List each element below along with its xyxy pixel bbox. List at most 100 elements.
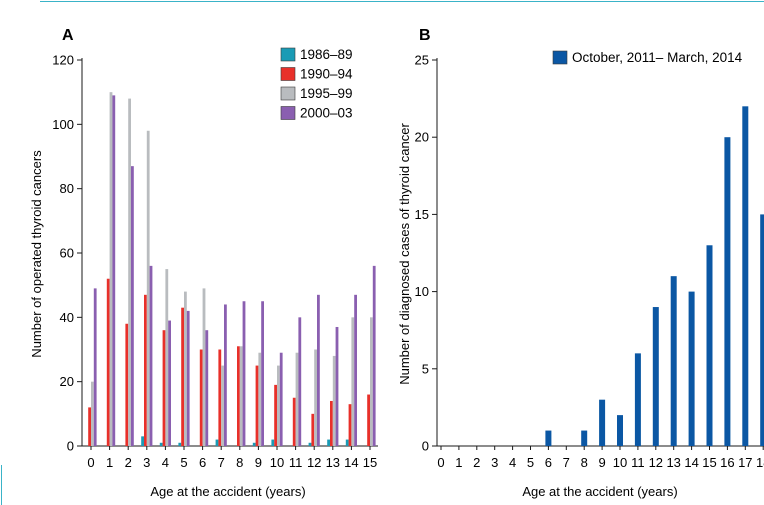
panel-a-y-tick-label: 60 xyxy=(60,246,74,261)
panel-a-bar xyxy=(125,323,129,446)
panel-a-bar xyxy=(370,317,373,446)
panel-b-bar xyxy=(706,245,713,446)
panel-a: A Number of operated thyroid cancers Age… xyxy=(29,27,378,499)
panel-a-y-tick-label: 40 xyxy=(60,310,74,325)
panel-b-bar xyxy=(617,415,623,446)
panel-a-bar xyxy=(165,269,169,446)
panel-a-x-tick-label: 8 xyxy=(236,455,243,470)
panel-a-bars xyxy=(88,92,376,447)
panel-b-legend-label: October, 2011– March, 2014 xyxy=(572,50,743,65)
panel-a-bar xyxy=(308,442,312,446)
panel-b-ylabel: Number of diagnosed cases of thyroid can… xyxy=(397,123,412,385)
panel-b-bar xyxy=(670,276,677,446)
panel-a-bar xyxy=(202,288,206,446)
panel-a-y-tick-label: 120 xyxy=(52,53,74,68)
panel-a-bar xyxy=(271,439,275,446)
panel-a-legend: 1986–89 1990–94 1995–99 2000–03 xyxy=(280,47,353,121)
panel-a-bar xyxy=(205,330,209,446)
panel-a-bar xyxy=(162,330,166,446)
panel-a-bar xyxy=(351,317,355,446)
panel-b-x-tick-label: 7 xyxy=(563,455,570,470)
panel-a-bar xyxy=(317,294,320,446)
panel-b-x-tick-label: 9 xyxy=(598,455,605,470)
panel-a-x-tick-label: 1 xyxy=(106,455,113,470)
panel-b-y-tick-label: 15 xyxy=(415,207,429,222)
panel-b-x-tick-label: 6 xyxy=(545,455,552,470)
panel-a-legend-swatch xyxy=(280,47,296,62)
panel-a-bar xyxy=(218,349,222,446)
panel-b-x-tick-label: 5 xyxy=(527,455,534,470)
panel-a-bar xyxy=(255,365,259,446)
panel-a-bar xyxy=(345,439,349,446)
panel-a-bar xyxy=(292,397,296,446)
panel-a-bar xyxy=(109,92,113,447)
panel-a-x-tick-label: 2 xyxy=(125,455,132,470)
panel-b-x-tick-label: 12 xyxy=(649,455,663,470)
panel-a-bar xyxy=(88,407,91,446)
panel-b-bar xyxy=(760,214,764,446)
panel-a-bar xyxy=(184,291,187,446)
panel-a-legend-swatch xyxy=(280,86,296,101)
panel-a-bar xyxy=(199,349,203,446)
panel-a-bar xyxy=(277,365,280,446)
panel-b-x-tick-label: 13 xyxy=(666,455,680,470)
panel-a-x-tick-label: 13 xyxy=(326,455,340,470)
panel-a-bar xyxy=(295,352,299,446)
panel-b-x-tick-label: 16 xyxy=(720,455,734,470)
panel-a-x-tick-label: 3 xyxy=(143,455,150,470)
panel-b-y-tick-label: 5 xyxy=(422,361,429,376)
panel-b-y-tick-label: 0 xyxy=(422,439,429,454)
panel-a-bar xyxy=(372,265,376,446)
panel-a-y-tick-label: 20 xyxy=(60,374,74,389)
panel-a-bar xyxy=(354,294,357,446)
panel-b-x-tick-label: 17 xyxy=(738,455,752,470)
panel-b-x-tick-label: 18 xyxy=(756,455,764,470)
panel-b-label: B xyxy=(419,27,431,44)
panel-a-bar xyxy=(141,436,144,446)
panel-a-bar xyxy=(168,320,171,446)
panel-a-bar xyxy=(186,310,190,446)
panel-a-bar xyxy=(258,352,262,446)
panel-a-bar xyxy=(181,307,184,446)
panel-a-bar xyxy=(367,394,370,446)
panel-a-bar xyxy=(112,95,116,446)
panel-b-y-tick-label: 25 xyxy=(415,53,429,68)
panel-b-bar xyxy=(599,399,606,446)
panel-b-x-tick-label: 14 xyxy=(684,455,698,470)
panel-a-x-tick-label: 6 xyxy=(199,455,206,470)
panel-b-bar xyxy=(634,353,641,446)
panel-a-bar xyxy=(330,400,333,446)
panel-b-bar xyxy=(742,106,749,446)
panel-a-x-tick-label: 4 xyxy=(162,455,169,470)
panel-a-legend-swatch xyxy=(280,67,296,81)
panel-a-x-tick-label: 5 xyxy=(180,455,187,470)
panel-a-bar xyxy=(252,442,256,446)
panel-a-bar xyxy=(144,294,147,446)
panel-a-legend-label: 1995–99 xyxy=(300,86,353,101)
panel-b-bar xyxy=(724,137,731,446)
panel-a-bar xyxy=(327,439,330,446)
panel-b-axes: 05101520250123456789101112131415161718 xyxy=(415,53,764,470)
panel-a-bar xyxy=(261,301,264,446)
panel-a-legend-swatch xyxy=(280,106,296,120)
panel-b-x-tick-label: 0 xyxy=(437,455,444,470)
panel-a-bar xyxy=(237,346,240,446)
panel-a-bar xyxy=(215,439,219,446)
panel-a-bar xyxy=(239,346,243,446)
panel-a-y-tick-label: 0 xyxy=(67,439,74,454)
panel-b-legend: October, 2011– March, 2014 xyxy=(552,50,743,65)
panel-a-legend-label: 1986–89 xyxy=(300,47,353,62)
panel-a-bar xyxy=(311,413,315,446)
panel-a-bar xyxy=(224,304,227,446)
panel-b-x-tick-label: 3 xyxy=(491,455,498,470)
panel-a-xlabel: Age at the accident (years) xyxy=(150,484,305,499)
panel-b-xlabel: Age at the accident (years) xyxy=(522,484,677,499)
panel-b-bars xyxy=(545,106,764,446)
panel-a-bar xyxy=(335,326,339,446)
panel-a-bar xyxy=(298,317,302,446)
panel-a-bar xyxy=(348,404,352,446)
panel-b-y-tick-label: 20 xyxy=(415,130,429,145)
panel-a-bar xyxy=(146,130,150,446)
panel-b-x-tick-label: 15 xyxy=(702,455,716,470)
